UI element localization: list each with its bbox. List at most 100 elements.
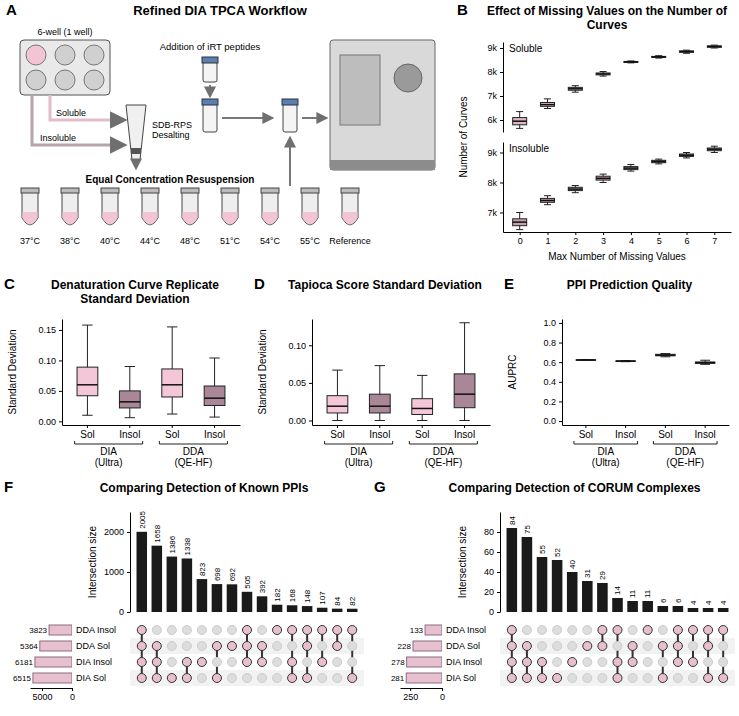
- matrix-dot: [522, 642, 531, 651]
- matrix-dot: [522, 674, 531, 683]
- bar: [287, 605, 298, 612]
- matrix-dot: [704, 658, 713, 667]
- tick: 5000: [32, 688, 52, 702]
- whisker-cap: [572, 92, 579, 93]
- whisker-cap: [459, 322, 469, 323]
- tick: 40: [484, 567, 500, 577]
- y-axis: 0.000.050.10: [288, 320, 312, 426]
- whisker-cap: [544, 98, 551, 99]
- tick: Sol: [415, 425, 429, 440]
- axis-line: [562, 320, 563, 426]
- matrix-dot: [643, 626, 652, 635]
- matrix-dot: [538, 626, 547, 635]
- data-label: 278: [391, 658, 405, 667]
- group-bracket: [75, 441, 143, 444]
- panel-title: Comparing Detection of CORUM Complexes: [448, 481, 700, 495]
- box: [652, 160, 666, 162]
- label: SDB-RPSDesalting: [152, 120, 192, 140]
- whisker-cap: [661, 356, 671, 357]
- matrix-dot: [688, 626, 697, 635]
- plate: [20, 40, 110, 95]
- whisker-cap: [700, 364, 710, 365]
- matrix-dot: [613, 642, 622, 651]
- tick-mark: [625, 425, 626, 428]
- tick-mark: [497, 612, 500, 613]
- tube-cap: [21, 188, 39, 193]
- matrix-dot: [719, 642, 728, 651]
- matrix-dot: [303, 626, 312, 635]
- data-label: 168: [288, 588, 297, 602]
- bar: [212, 584, 223, 612]
- matrix-dot: [613, 626, 622, 635]
- tick-label: 0: [119, 607, 124, 617]
- median: [162, 384, 183, 386]
- whisker-cap: [544, 204, 551, 205]
- figure: ARefined DIA TPCA Workflow6-well (1 well…: [0, 0, 739, 716]
- plot-area: [507, 528, 729, 612]
- median: [540, 200, 554, 202]
- group-bracket: [159, 441, 227, 444]
- vial-cap: [282, 99, 298, 105]
- tick-label: 250: [403, 692, 418, 702]
- matrix-dot: [348, 674, 357, 683]
- bar: [688, 608, 699, 612]
- box: [204, 386, 225, 405]
- irt-tube-cap: [202, 57, 218, 63]
- panel-title: PPI Prediction Quality: [567, 278, 693, 292]
- tick-mark: [500, 183, 503, 184]
- panel-B: BEffect of Missing Values on the Number …: [457, 1, 732, 262]
- data-label: 14: [613, 586, 622, 595]
- tick: 0: [489, 607, 500, 617]
- matrix-dot: [568, 658, 577, 667]
- median: [695, 362, 714, 364]
- arrow: [289, 138, 291, 186]
- matrix-dot: [288, 626, 297, 635]
- box: [162, 369, 183, 397]
- tube-liquid: [343, 212, 358, 225]
- whisker-cap: [683, 157, 690, 158]
- connector: [291, 630, 293, 678]
- matrix-dot: [673, 626, 682, 635]
- data-label: 392: [258, 579, 267, 593]
- tick-label: 8k: [487, 178, 497, 188]
- bar: [302, 606, 313, 612]
- matrix-dot: [553, 642, 562, 651]
- tube-cap: [101, 188, 119, 193]
- set-bar: [35, 657, 72, 667]
- y-axis: 7k8k9k: [487, 143, 503, 233]
- bar: [507, 528, 518, 612]
- tick: 0.6: [543, 358, 562, 368]
- data-label: 698: [213, 567, 222, 581]
- tick: 1.0: [543, 318, 562, 328]
- tick-label: Sol: [415, 429, 429, 440]
- matrix-dot: [348, 642, 357, 651]
- group-label: DIA(Ultra): [592, 446, 620, 468]
- box: [454, 374, 475, 408]
- tick: 2000: [104, 527, 130, 537]
- whisker-cap: [167, 414, 177, 415]
- matrix-dot: [673, 674, 682, 683]
- tube: [342, 192, 358, 225]
- set-size-axis: 2500: [401, 688, 446, 702]
- axis-line: [63, 425, 241, 426]
- box: [680, 154, 694, 156]
- tick: 7: [712, 232, 717, 246]
- tick-label: 0.00: [288, 416, 306, 426]
- whisker-cap: [516, 212, 523, 213]
- data-label: 281: [391, 674, 405, 683]
- tick: 9k: [487, 43, 503, 53]
- group-bracket: [653, 441, 717, 444]
- label: 51°C: [220, 236, 241, 246]
- whisker-cap: [572, 192, 579, 193]
- tick: 60: [484, 547, 500, 557]
- tick: 0.15: [38, 325, 62, 335]
- tick-mark: [87, 425, 88, 428]
- matrix-dot: [137, 674, 146, 683]
- axis-title: Number of Curves: [458, 96, 469, 177]
- tick-mark: [59, 360, 62, 361]
- whisker-cap: [600, 174, 607, 175]
- tick: 8k: [487, 178, 503, 188]
- tube: [262, 192, 278, 225]
- set-bar: [33, 673, 72, 683]
- whisker-cap: [683, 53, 690, 54]
